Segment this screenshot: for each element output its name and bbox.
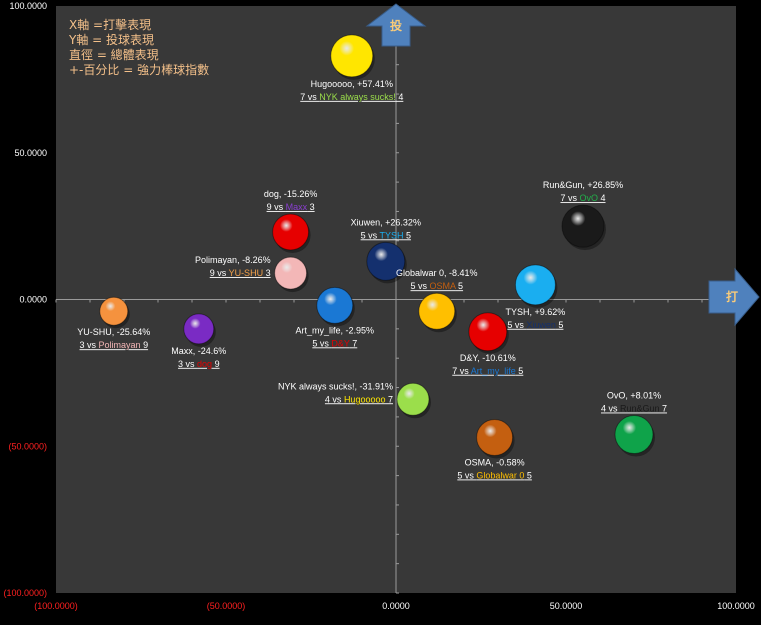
y-tick-label: (50.0000) — [8, 441, 47, 451]
bubble-point: TYSH, +9.62% 5 vs Xiuwen 5 — [506, 264, 566, 330]
matchup-label: 9 vs YU-SHU 3 — [210, 268, 271, 278]
legend-line: X軸 =打擊表現 — [69, 17, 151, 32]
bubble-point: Xiuwen, +26.32% 5 vs TYSH 5 — [351, 217, 421, 284]
bubble-marker — [272, 213, 310, 251]
x-tick-label: 0.0000 — [382, 601, 410, 611]
legend-line: 直徑 = 總體表現 — [69, 47, 159, 62]
matchup-label: 5 vs TYSH 5 — [361, 230, 411, 240]
point-label: dog, -15.26% — [264, 189, 318, 199]
matchup-label: 4 vs Run&Gun 7 — [601, 404, 667, 414]
point-label: Hugooooo, +57.41% — [311, 79, 393, 89]
bubble-marker — [476, 418, 514, 456]
bubble-point: OvO, +8.01% 4 vs Run&Gun 7 — [601, 391, 667, 457]
legend-line: Y軸 = 投球表現 — [68, 32, 154, 47]
point-label: NYK always sucks!, -31.91% — [278, 381, 393, 391]
bubble-point: OSMA, -0.58% 5 vs Globalwar 0 5 — [457, 418, 532, 480]
y-axis-arrow-icon — [365, 3, 427, 47]
matchup-label: 3 vs Polimayan 9 — [80, 340, 149, 350]
bubble-point: Hugooooo, +57.41% 7 vs NYK always sucks! … — [300, 34, 403, 102]
y-tick-label: 50.0000 — [14, 148, 47, 158]
matchup-label: 7 vs Art_my_life 5 — [452, 366, 523, 376]
point-label: D&Y, -10.61% — [460, 353, 516, 363]
bubble-point: dog, -15.26% 9 vs Maxx 3 — [264, 189, 318, 253]
bubble-point: Art_my_life, -2.95% 5 vs D&Y 7 — [296, 286, 375, 348]
bubble-point: D&Y, -10.61% 7 vs Art_my_life 5 — [452, 312, 523, 376]
bubble-marker — [316, 286, 354, 324]
point-label: OvO, +8.01% — [607, 391, 661, 401]
bubble-marker — [418, 292, 456, 330]
matchup-label: 9 vs Maxx 3 — [267, 202, 315, 212]
bubble-point: NYK always sucks!, -31.91% 4 vs Hugooooo … — [278, 381, 431, 419]
bubble-point: YU-SHU, -25.64% 3 vs Polimayan 9 — [77, 296, 150, 350]
point-label: Run&Gun, +26.85% — [543, 180, 623, 190]
bubble-marker — [514, 264, 556, 306]
matchup-label: 5 vs D&Y 7 — [312, 338, 357, 348]
bubble-point: Globalwar 0, -8.41% 5 vs OSMA 5 — [396, 268, 478, 333]
point-label: Maxx, -24.6% — [171, 346, 226, 356]
bubble-marker — [274, 256, 308, 290]
matchup-label: 7 vs NYK always sucks! 4 — [300, 92, 403, 102]
point-label: Polimayan, -8.26% — [195, 255, 271, 265]
bubble-marker — [330, 34, 374, 78]
point-label: Xiuwen, +26.32% — [351, 217, 421, 227]
x-tick-label: (50.0000) — [207, 601, 246, 611]
bubble-marker — [468, 312, 508, 352]
bubble-marker — [99, 296, 129, 326]
point-label: Globalwar 0, -8.41% — [396, 268, 478, 278]
legend-line: +-百分比 = 強力棒球指數 — [69, 62, 209, 77]
x-tick-label: 100.0000 — [717, 601, 755, 611]
bubble-marker — [366, 241, 406, 281]
bubble-marker — [396, 382, 430, 416]
x-axis-arrow-icon — [708, 267, 760, 327]
bubble-marker — [614, 415, 654, 455]
x-tick-label: (100.0000) — [34, 601, 78, 611]
bubble-point: Run&Gun, +26.85% 7 vs OvO 4 — [543, 180, 623, 251]
y-tick-label: (100.0000) — [3, 588, 47, 598]
point-label: Art_my_life, -2.95% — [296, 325, 375, 335]
bubble-point: Polimayan, -8.26% 9 vs YU-SHU 3 — [195, 255, 309, 293]
bubble-point: Maxx, -24.6% 3 vs dog 9 — [171, 313, 226, 369]
matchup-label: 5 vs OSMA 5 — [411, 281, 464, 291]
y-tick-label: 100.0000 — [9, 1, 47, 11]
matchup-label: 4 vs Hugooooo 7 — [325, 394, 393, 404]
point-label: OSMA, -0.58% — [465, 457, 525, 467]
point-label: TYSH, +9.62% — [506, 307, 566, 317]
bubble-marker — [561, 204, 605, 248]
bubble-marker — [183, 313, 215, 345]
point-label: YU-SHU, -25.64% — [77, 327, 150, 337]
matchup-label: 5 vs Globalwar 0 5 — [457, 470, 532, 480]
matchup-label: 3 vs dog 9 — [178, 359, 220, 369]
y-tick-label: 0.0000 — [19, 295, 47, 305]
x-tick-label: 50.0000 — [550, 601, 583, 611]
y-axis-arrow-label: 投 — [390, 18, 402, 33]
matchup-label: 7 vs OvO 4 — [560, 193, 605, 203]
matchup-label: 5 vs Xiuwen 5 — [507, 320, 563, 330]
x-axis-arrow-label: 打 — [726, 289, 738, 304]
